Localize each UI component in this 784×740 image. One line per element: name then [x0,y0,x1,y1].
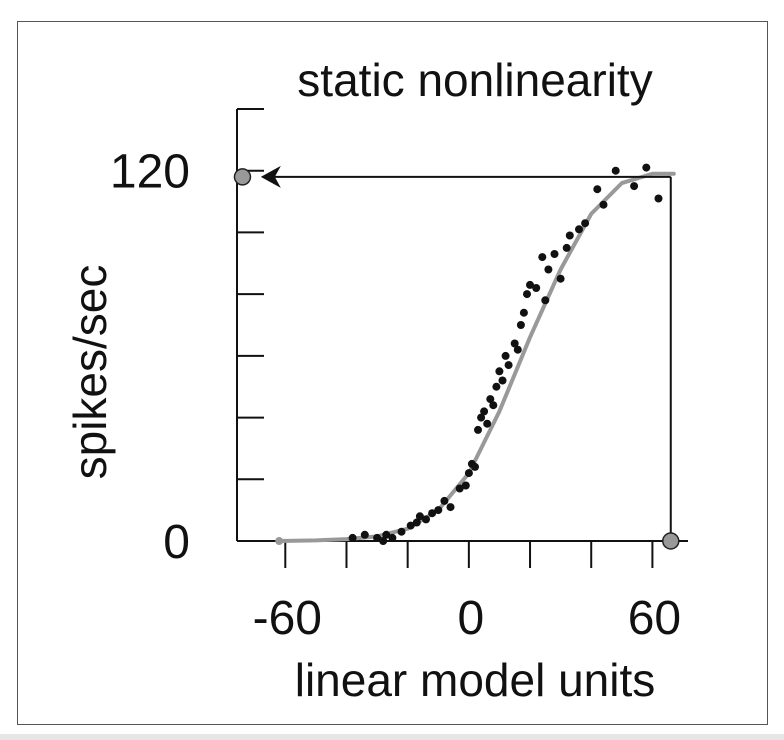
data-point [461,481,470,490]
data-point [562,243,571,252]
data-point [397,527,406,536]
data-point [575,225,583,234]
data-point [510,339,519,348]
data-point [412,518,421,527]
data-point [611,166,620,175]
data-point [630,182,639,191]
data-point [642,163,651,172]
data-point [480,407,489,416]
x-tick-label: 0 [458,592,485,645]
marker-circle [233,168,252,186]
data-point [565,231,574,240]
data-point [406,521,415,530]
x-tick-label: 60 [628,592,681,645]
y-tick-label: 120 [110,146,190,199]
data-point [415,512,424,521]
x-tick-label: -60 [253,592,322,645]
data-point [532,284,541,292]
data-point [516,321,525,329]
data-point [486,395,495,404]
data-point [471,462,479,471]
data-point [455,484,464,493]
fit-curve-group [275,171,676,545]
data-point [504,361,513,370]
y-axis-label: spikes/sec [64,265,116,480]
marker-circle [662,532,680,550]
data-point [477,413,486,422]
data-point [654,194,663,203]
data-point [434,506,443,515]
data-point [513,345,522,354]
data-point [379,537,388,545]
data-point [501,351,510,360]
data-point [519,308,528,317]
data-point [428,509,437,518]
data-point [492,382,501,391]
data-point [464,469,473,478]
chart-title: static nonlinearity [297,54,652,106]
data-point [440,496,449,505]
data-point [382,530,391,539]
data-point [489,401,498,410]
bottom-band [0,734,784,740]
x-axis-label: linear model units [295,654,656,706]
data-points [348,163,663,545]
data-point [523,290,531,299]
data-point [538,253,547,262]
fit-curve [277,171,676,543]
data-point [541,296,550,305]
data-point [373,533,382,542]
data-point [526,280,534,289]
fit-curve-start [275,537,284,545]
data-point [360,530,369,539]
data-point [581,219,590,228]
data-point [483,419,492,428]
data-point [556,274,565,283]
annotations [233,165,680,550]
data-point [498,376,507,385]
data-point [422,515,430,524]
data-point [550,250,559,258]
data-point [495,367,504,376]
data-point [593,185,602,194]
data-point [474,425,482,434]
data-point [544,265,553,274]
figure-frame [17,21,768,725]
data-point [348,533,357,542]
arrow-head [260,165,281,188]
data-point [388,533,397,542]
data-point [599,200,608,209]
y-tick-label: 0 [163,516,190,569]
data-point [446,503,455,512]
